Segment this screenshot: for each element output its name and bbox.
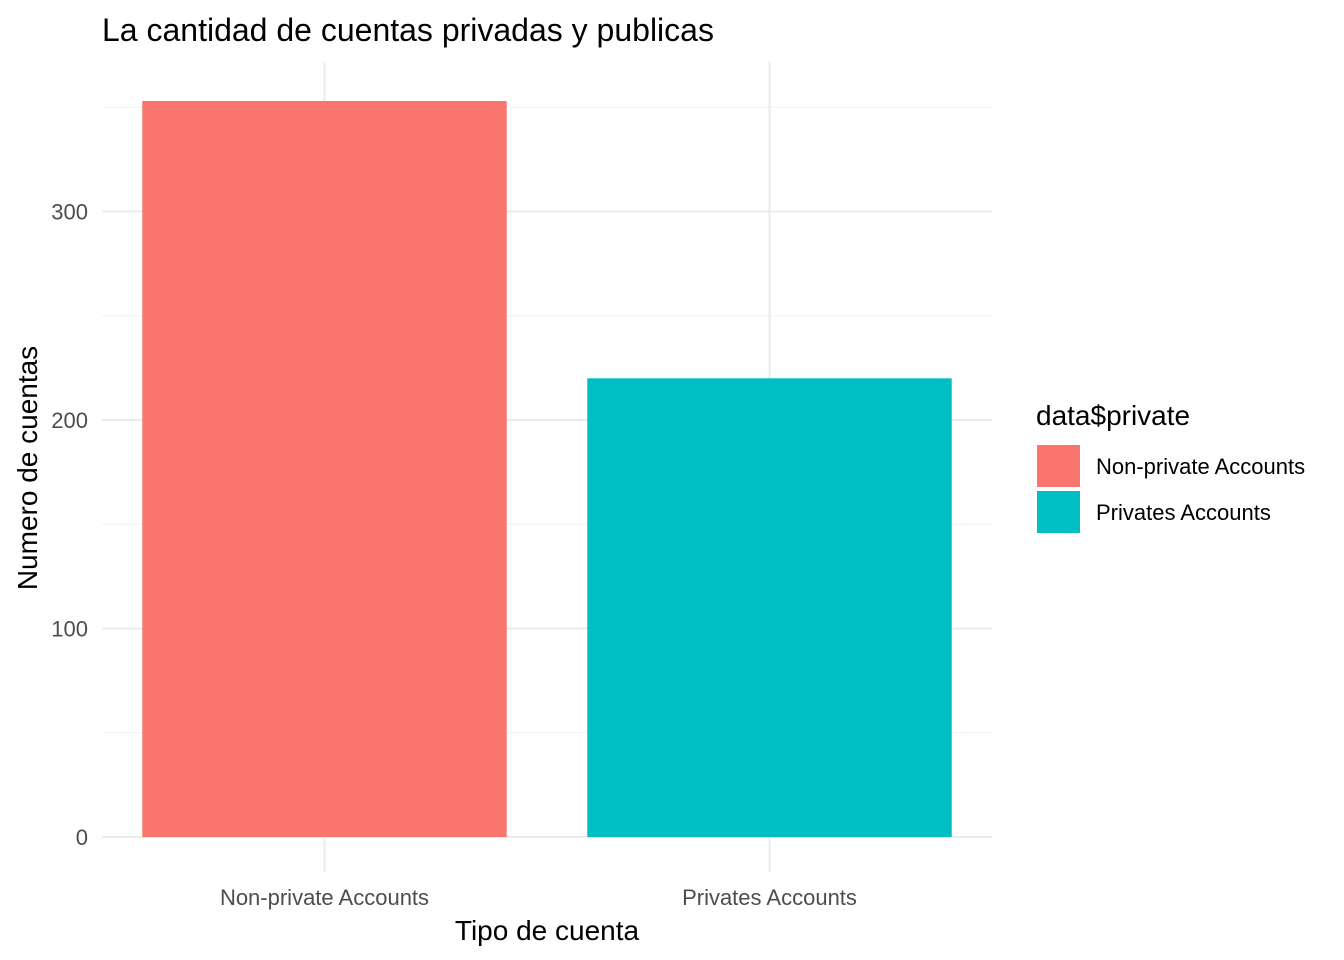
- y-tick-labels: 0 100 200 300: [51, 200, 88, 851]
- bars: [142, 100, 952, 838]
- x-axis-title: Tipo de cuenta: [455, 915, 640, 946]
- y-tick-label: 100: [51, 617, 88, 642]
- bar: [587, 378, 952, 837]
- legend-label: Privates Accounts: [1096, 500, 1271, 525]
- x-tick-label: Non-private Accounts: [220, 885, 429, 910]
- legend-title: data$private: [1036, 400, 1190, 431]
- x-tick-label: Privates Accounts: [682, 885, 857, 910]
- y-tick-label: 200: [51, 408, 88, 433]
- y-tick-label: 300: [51, 200, 88, 225]
- legend-swatch: [1037, 445, 1080, 487]
- legend: data$private Non-private Accounts Private…: [1036, 400, 1305, 533]
- legend-swatch: [1037, 491, 1080, 533]
- bar: [142, 100, 507, 838]
- y-tick-label: 0: [76, 825, 88, 850]
- legend-label: Non-private Accounts: [1096, 454, 1305, 479]
- chart-title: La cantidad de cuentas privadas y public…: [102, 12, 714, 48]
- x-tick-labels: Non-private Accounts Privates Accounts: [220, 885, 857, 910]
- y-axis-title: Numero de cuentas: [12, 346, 43, 590]
